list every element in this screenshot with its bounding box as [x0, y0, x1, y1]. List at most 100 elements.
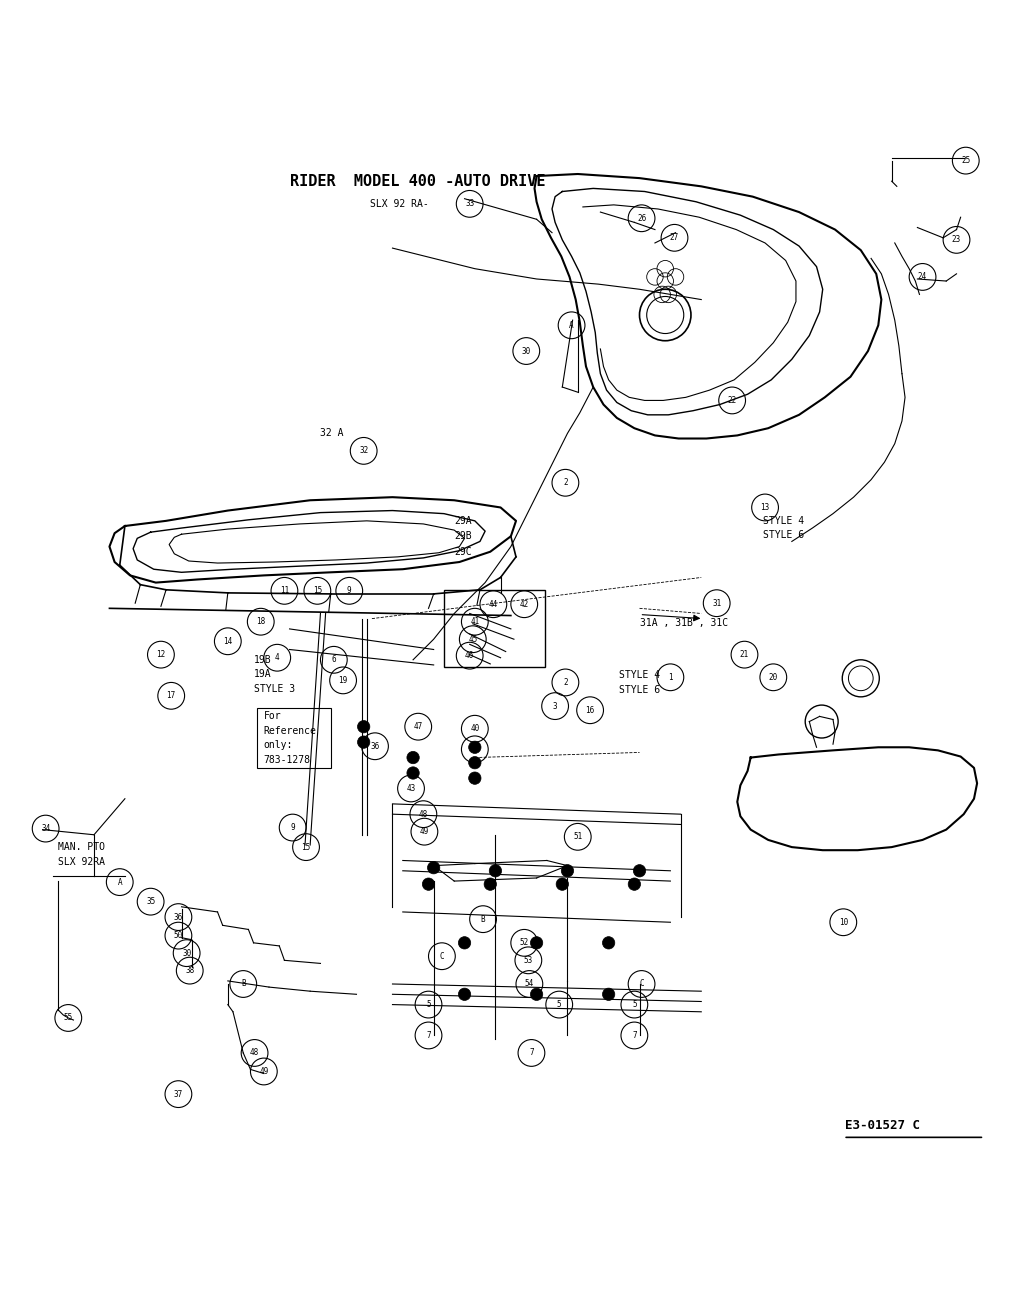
Circle shape: [469, 772, 481, 785]
Text: 55: 55: [64, 1013, 73, 1022]
Text: 49: 49: [259, 1066, 268, 1076]
Text: 12: 12: [156, 650, 165, 659]
Text: 19A: 19A: [254, 669, 271, 679]
Text: 35: 35: [146, 898, 155, 907]
Text: STYLE 4: STYLE 4: [763, 516, 804, 526]
Text: 30: 30: [521, 347, 530, 356]
Text: 24: 24: [917, 273, 927, 282]
Text: 23: 23: [952, 235, 961, 244]
Circle shape: [427, 861, 440, 874]
Circle shape: [634, 865, 646, 877]
Text: SLX 92 RA-: SLX 92 RA-: [369, 199, 428, 209]
Text: 13: 13: [761, 503, 770, 512]
Text: 36: 36: [370, 742, 380, 751]
Text: 6: 6: [331, 655, 336, 664]
Text: 49: 49: [420, 827, 429, 837]
Text: 37: 37: [173, 1090, 183, 1099]
Circle shape: [407, 751, 419, 764]
Text: 15: 15: [301, 843, 311, 852]
Text: STYLE 6: STYLE 6: [619, 685, 660, 695]
Text: 14: 14: [223, 637, 232, 646]
Text: 41: 41: [471, 617, 480, 626]
Text: 3: 3: [553, 701, 557, 711]
Text: STYLE 6: STYLE 6: [763, 530, 804, 540]
Circle shape: [484, 878, 496, 890]
Circle shape: [407, 766, 419, 779]
Text: 2: 2: [563, 478, 568, 487]
Circle shape: [561, 865, 574, 877]
Text: 40: 40: [471, 725, 480, 733]
Text: 7: 7: [426, 1031, 430, 1040]
Text: E3-01527 C: E3-01527 C: [845, 1118, 921, 1131]
Circle shape: [530, 989, 543, 1000]
Text: SLX 92RA: SLX 92RA: [58, 856, 105, 866]
Circle shape: [422, 878, 434, 890]
Text: 22: 22: [728, 396, 737, 405]
Text: 5: 5: [632, 1000, 637, 1009]
Circle shape: [489, 865, 502, 877]
Text: 5: 5: [557, 1000, 561, 1009]
Text: 36: 36: [173, 913, 183, 921]
Circle shape: [357, 737, 369, 748]
Circle shape: [469, 756, 481, 769]
Text: 29C: 29C: [454, 547, 472, 557]
Text: 51: 51: [573, 833, 582, 842]
Text: 10: 10: [839, 918, 848, 926]
Text: 26: 26: [637, 214, 646, 222]
Text: 43: 43: [407, 783, 416, 792]
Text: RIDER  MODEL 400 -AUTO DRIVE: RIDER MODEL 400 -AUTO DRIVE: [290, 174, 545, 188]
Text: 42: 42: [519, 600, 528, 609]
Text: STYLE 4: STYLE 4: [619, 670, 660, 681]
Circle shape: [469, 742, 481, 753]
Text: 19: 19: [338, 675, 348, 685]
Circle shape: [628, 878, 641, 890]
Text: 8: 8: [473, 744, 477, 753]
Text: 54: 54: [524, 979, 534, 989]
Circle shape: [530, 937, 543, 950]
Circle shape: [458, 937, 471, 950]
Text: 783-1278: 783-1278: [264, 755, 311, 765]
Circle shape: [458, 989, 471, 1000]
Text: 19B: 19B: [254, 655, 271, 665]
Circle shape: [603, 989, 615, 1000]
Text: 32 A: 32 A: [321, 429, 344, 438]
Text: 9: 9: [290, 824, 295, 833]
Text: 31: 31: [712, 599, 721, 608]
Text: 5: 5: [426, 1000, 430, 1009]
Text: C: C: [639, 979, 644, 989]
Circle shape: [603, 937, 615, 950]
Text: 48: 48: [419, 809, 428, 818]
Text: 27: 27: [670, 234, 679, 243]
Text: 32: 32: [359, 447, 368, 456]
Text: 2: 2: [563, 678, 568, 687]
Circle shape: [357, 721, 369, 733]
Text: 53: 53: [523, 956, 533, 965]
Text: 44: 44: [489, 600, 498, 609]
Text: 7: 7: [529, 1048, 534, 1057]
Text: MAN. PTO: MAN. PTO: [58, 842, 105, 852]
Text: 52: 52: [519, 938, 528, 947]
Text: B: B: [240, 979, 246, 989]
Bar: [257, 708, 330, 768]
Text: 34: 34: [41, 824, 51, 833]
Text: 47: 47: [414, 722, 423, 731]
Text: 31A , 31B , 31C: 31A , 31B , 31C: [640, 618, 728, 627]
Text: For: For: [264, 712, 282, 721]
Text: 29A: 29A: [454, 516, 472, 526]
Text: Reference: Reference: [264, 726, 317, 735]
Text: A: A: [570, 321, 574, 330]
Text: 46: 46: [465, 651, 475, 660]
Text: A: A: [118, 878, 122, 887]
Text: C: C: [440, 952, 444, 961]
Text: 11: 11: [280, 586, 289, 595]
Text: 1: 1: [668, 673, 673, 682]
Text: 50: 50: [173, 931, 183, 940]
Text: 9: 9: [347, 586, 352, 595]
Text: 25: 25: [961, 156, 970, 165]
Text: 38: 38: [185, 966, 194, 976]
Text: STYLE 3: STYLE 3: [254, 683, 295, 694]
Text: 15: 15: [313, 586, 322, 595]
Text: 20: 20: [769, 673, 778, 682]
Text: 4: 4: [275, 653, 280, 662]
Text: 45: 45: [469, 635, 478, 644]
